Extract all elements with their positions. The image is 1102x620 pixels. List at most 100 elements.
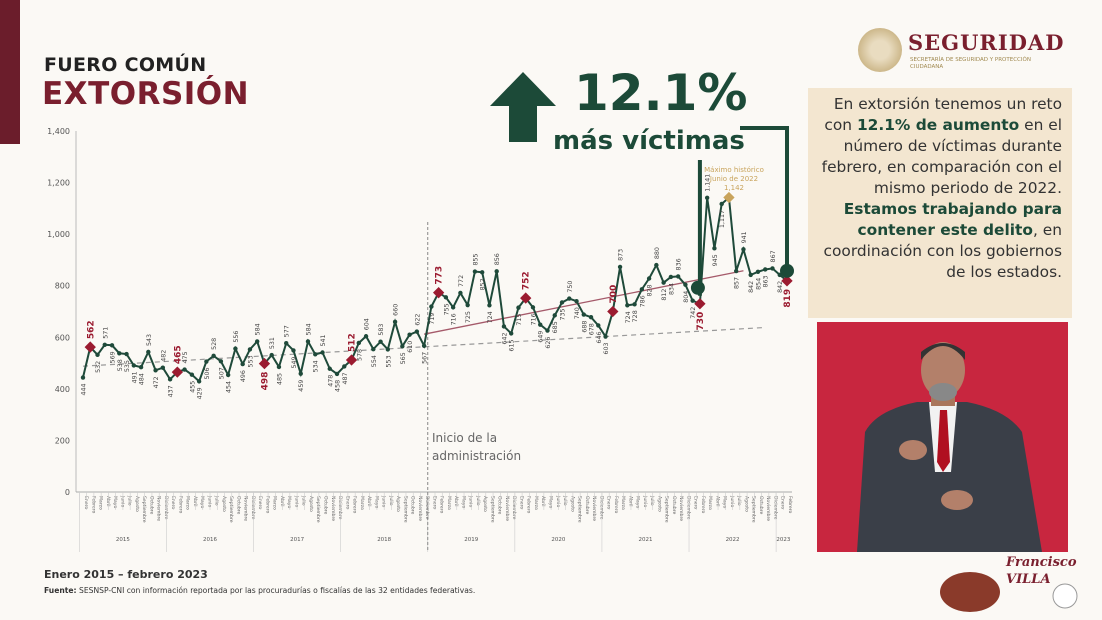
data-point [276, 364, 282, 370]
data-label-highlight: 562 [86, 320, 96, 339]
data-point [443, 295, 449, 300]
data-label: 567 [422, 352, 429, 364]
data-point [298, 371, 303, 376]
data-label: 535 [124, 360, 131, 372]
data-label: 577 [284, 325, 291, 337]
month-label: Marzo [620, 496, 626, 510]
month-label: Septiembre [228, 496, 234, 523]
data-point [153, 368, 158, 373]
data-point [313, 352, 318, 357]
data-label: 750 [567, 281, 574, 293]
month-label: Abril [627, 496, 633, 507]
data-label-highlight: 512 [348, 333, 358, 352]
month-label: Febrero [613, 496, 619, 514]
data-point [320, 350, 325, 355]
month-label: Agosto [569, 496, 575, 512]
highlight-point [345, 354, 358, 366]
month-label: Octubre [758, 496, 764, 515]
logo-word: SEGURIDAD [908, 30, 1065, 55]
data-label: 678 [589, 323, 596, 335]
data-label-highlight: 700 [609, 285, 619, 304]
data-point [596, 323, 601, 328]
data-label: 812 [661, 289, 668, 301]
y-tick-label: 600 [55, 333, 70, 342]
month-label: Octubre [148, 496, 154, 515]
data-label: 786 [639, 295, 646, 307]
data-label: 454 [226, 381, 233, 393]
month-label: Septiembre [141, 496, 147, 523]
data-point [683, 282, 688, 287]
data-label: 538 [117, 359, 124, 371]
month-label: Diciembre [772, 496, 778, 520]
data-point [385, 347, 391, 352]
data-label-highlight: 498 [260, 372, 270, 391]
data-point [327, 366, 332, 371]
month-label: Febrero [700, 496, 706, 514]
data-point [559, 300, 565, 305]
data-label-highlight: 819 [783, 289, 793, 308]
data-point [407, 332, 412, 337]
data-point [552, 313, 557, 318]
month-label: Julio [475, 495, 481, 506]
month-label: Enero [606, 496, 612, 509]
data-label: 715 [516, 314, 523, 326]
data-point [581, 312, 586, 317]
data-label: 688 [581, 321, 588, 333]
data-point [233, 346, 238, 351]
month-label: Enero [780, 496, 786, 509]
data-point [371, 346, 376, 352]
month-label: Julio [649, 495, 655, 506]
data-point [291, 348, 296, 353]
month-label: Mayo [286, 496, 292, 508]
data-label: 842 [777, 281, 784, 293]
data-point [574, 298, 579, 304]
peak-label-line2: Junio de 2022 [709, 175, 758, 183]
month-label: Marzo [359, 496, 365, 510]
accent-bar [0, 0, 20, 144]
data-point [218, 359, 224, 364]
month-label: Febrero [264, 496, 270, 514]
data-point [675, 274, 681, 279]
month-label: Noviembre [243, 496, 249, 521]
peak-label-line1: Máximo histórico [704, 166, 764, 174]
data-label: 484 [139, 373, 146, 385]
data-label: 459 [298, 380, 305, 392]
month-label: Octubre [671, 496, 677, 515]
data-label-highlight: 752 [522, 271, 532, 290]
month-label: Marzo [185, 496, 191, 510]
month-label: Abril [192, 496, 198, 507]
data-point [269, 352, 274, 358]
y-tick-label: 1,400 [47, 127, 70, 136]
data-label: 740 [574, 307, 581, 319]
data-label: 804 [683, 291, 690, 303]
month-label: Enero [344, 496, 350, 509]
month-label: Marzo [707, 496, 713, 510]
month-label: Septiembre [577, 496, 583, 523]
data-point [704, 195, 710, 200]
data-label: 531 [269, 337, 276, 349]
month-label: Febrero [177, 496, 183, 514]
month-label: Agosto [743, 496, 749, 512]
month-label: Febrero [787, 496, 793, 514]
month-label: Noviembre [504, 496, 510, 521]
data-point [254, 339, 260, 344]
month-label: Febrero [352, 496, 358, 514]
month-label: Julio [127, 495, 133, 506]
data-point [770, 266, 775, 271]
sign-language-interpreter-video [817, 322, 1068, 552]
data-point [588, 314, 594, 320]
month-label: Octubre [497, 496, 503, 515]
data-label: 772 [458, 275, 465, 287]
data-label: 496 [240, 370, 247, 382]
data-label: 622 [414, 314, 421, 326]
month-label: Octubre [584, 496, 590, 515]
month-label: Enero [83, 496, 89, 509]
data-label: 569 [110, 351, 117, 363]
month-label: Diciembre [511, 496, 517, 520]
month-label: Diciembre [163, 496, 169, 520]
interpreter-figure [817, 322, 1068, 552]
data-label: 610 [407, 341, 414, 353]
month-label: Octubre [323, 496, 329, 515]
data-point [538, 322, 543, 327]
data-point [748, 272, 753, 278]
